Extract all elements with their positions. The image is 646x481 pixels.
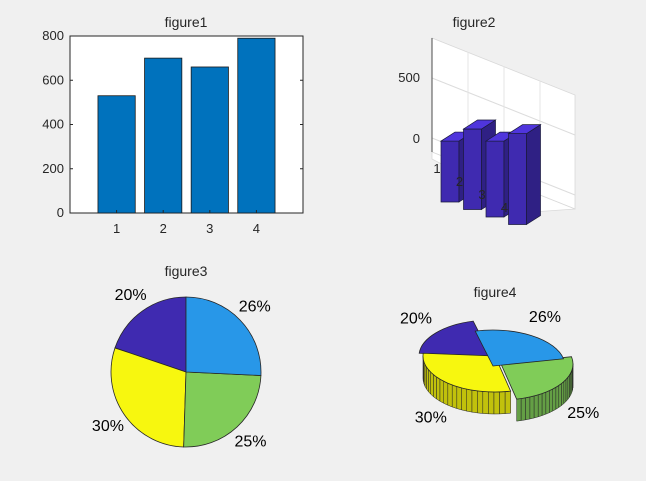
- bar3-top: [462, 119, 497, 130]
- pie3-side: [477, 390, 484, 414]
- bar: [97, 95, 136, 214]
- pie3-side: [555, 385, 560, 410]
- bar-chart-figure1: figure1 0 200 400 600 800 1 2 3 4: [42, 14, 304, 236]
- pie3-side: [516, 398, 522, 422]
- pie3-chart-figure4: figure4 20% 30% 25% 26%: [400, 284, 599, 426]
- pie-label: 30%: [415, 409, 447, 426]
- x-tick-label: 4: [501, 200, 508, 215]
- pie-slice: [185, 296, 262, 376]
- pie3-side: [499, 391, 506, 415]
- y-tick-label: 800: [42, 28, 64, 43]
- pie3-side: [466, 388, 473, 413]
- x-tick-label: 3: [206, 221, 213, 236]
- pie3-side: [561, 381, 565, 407]
- pie3-side: [552, 386, 557, 412]
- pie3-side: [525, 396, 531, 421]
- bar3-side: [526, 124, 541, 226]
- pie3-side: [447, 382, 453, 408]
- x-tick-label: 1: [433, 161, 440, 176]
- pie3-side: [461, 387, 467, 412]
- y-tick-label: 400: [42, 117, 64, 132]
- chart-title: figure3: [165, 263, 208, 279]
- pie3-side: [436, 376, 441, 402]
- pie3-slice: [500, 356, 574, 400]
- bar: [190, 66, 229, 214]
- x-tick-label: 1: [113, 221, 120, 236]
- pie-label: 25%: [234, 434, 266, 451]
- pie-label: 30%: [92, 418, 124, 435]
- pie3-side: [541, 391, 547, 416]
- pie3-side: [529, 395, 535, 420]
- pie3-side: [549, 388, 554, 414]
- y-tick-label: 600: [42, 72, 64, 87]
- pie3-side: [430, 371, 434, 398]
- pie3-side: [451, 384, 458, 409]
- pie-label: 25%: [567, 405, 599, 422]
- pie-slice: [183, 371, 262, 448]
- x-tick-label: 2: [456, 174, 463, 189]
- bar3-front: [440, 140, 460, 203]
- x-tick-label: 3: [478, 187, 485, 202]
- y-tick-label: 0: [57, 205, 64, 220]
- bar3-front: [508, 133, 527, 225]
- pie3-side: [471, 389, 478, 414]
- z-tick-label: 0: [413, 131, 420, 146]
- pie3-slice: [474, 329, 565, 367]
- pie3-slice: [422, 352, 512, 393]
- pie3-side: [533, 394, 539, 419]
- pie-slice: [110, 347, 187, 448]
- pie3-slice: [418, 320, 492, 357]
- pie-chart-figure3: figure3 20% 30% 25% 26%: [92, 263, 271, 451]
- pie3-side: [456, 386, 462, 411]
- x-tick-label: 4: [253, 221, 260, 236]
- bar3-chart-figure2: figure2 0 500 1 23 4: [398, 14, 576, 226]
- pie3-side: [488, 391, 495, 415]
- chart-title: figure2: [453, 14, 496, 30]
- bar3-top: [507, 124, 542, 134]
- pie-label: 20%: [400, 311, 432, 328]
- pie3-side: [433, 374, 437, 400]
- bar: [237, 37, 276, 214]
- pie3-side: [493, 391, 500, 415]
- pie3-side: [439, 378, 445, 404]
- pie3-side: [545, 390, 550, 415]
- pie-label: 26%: [239, 298, 271, 315]
- bar: [144, 57, 183, 214]
- pie3-side: [565, 376, 569, 403]
- pie3-side: [504, 390, 511, 414]
- pie3-side: [482, 391, 489, 415]
- pie3-side: [426, 366, 429, 393]
- x-tick-label: 2: [160, 221, 167, 236]
- pie-label: 26%: [529, 309, 561, 326]
- z-tick-label: 500: [398, 70, 420, 85]
- pie3-side: [537, 393, 543, 418]
- pie3-side: [443, 380, 449, 406]
- y-tick-label: 200: [42, 161, 64, 176]
- pie3-side: [558, 383, 562, 408]
- pie3-side: [520, 397, 526, 421]
- pie-slice: [114, 296, 187, 373]
- pie3-side: [428, 369, 431, 395]
- pie3-side: [563, 378, 567, 405]
- chart-title: figure1: [165, 14, 208, 30]
- pie-label: 20%: [115, 287, 147, 304]
- chart-title: figure4: [474, 284, 517, 300]
